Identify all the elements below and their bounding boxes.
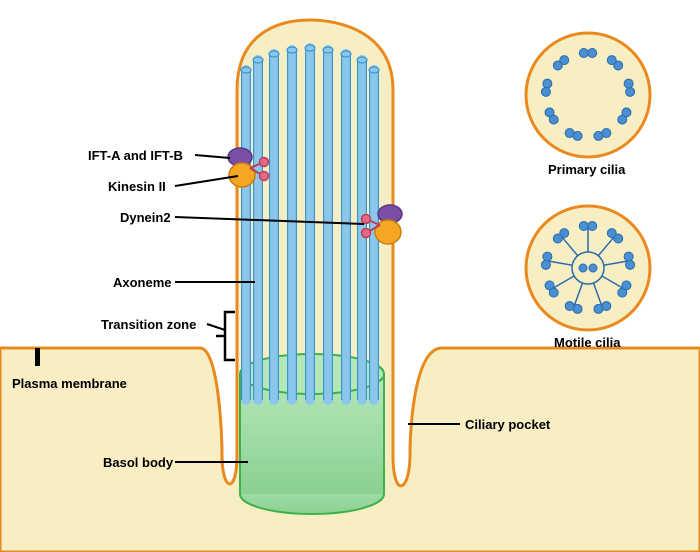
- transition-pointer: [207, 324, 225, 330]
- primary-label: Primary cilia: [548, 162, 625, 177]
- kinesin-pointer: [175, 176, 238, 186]
- transition-label: Transition zone: [101, 317, 196, 332]
- ift-pointer: [195, 155, 230, 158]
- cross-section-motile: [526, 206, 650, 330]
- motile-label: Motile cilia: [554, 335, 620, 350]
- basal-label: Basol body: [103, 455, 173, 470]
- transition-bracket: [216, 312, 235, 360]
- kinesin-label: Kinesin II: [108, 179, 166, 194]
- pocket-label: Ciliary pocket: [465, 417, 550, 432]
- cross-section-primary: [526, 33, 650, 157]
- plasma-label: Plasma membrane: [12, 376, 127, 391]
- axoneme-label: Axoneme: [113, 275, 172, 290]
- plasma-mark: [35, 348, 40, 366]
- ift-label: IFT-A and IFT-B: [88, 148, 183, 163]
- dynein-label: Dynein2: [120, 210, 171, 225]
